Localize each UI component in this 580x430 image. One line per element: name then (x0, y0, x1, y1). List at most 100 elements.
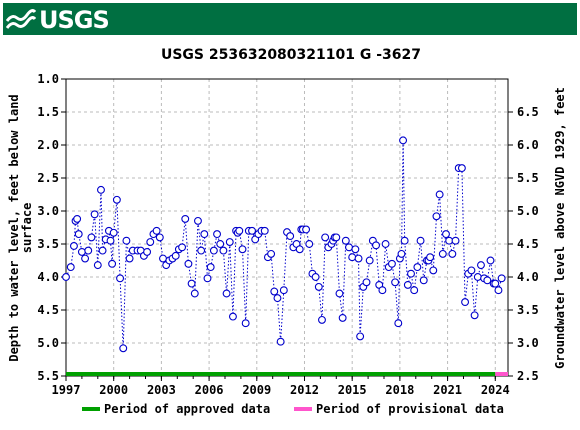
data-point (273, 294, 282, 303)
x-tick-label: 2003 (147, 383, 176, 397)
x-tick-label: 2018 (385, 383, 414, 397)
data-point (235, 226, 244, 235)
left-tick-label: 2.0 (37, 138, 59, 152)
data-point (228, 312, 237, 321)
data-point (445, 236, 454, 245)
data-point (321, 233, 330, 242)
usgs-banner: USGS (0, 0, 580, 38)
data-point (494, 286, 503, 295)
right-tick-label: 6.0 (517, 138, 539, 152)
data-point (438, 249, 447, 258)
data-point (426, 253, 435, 262)
data-point (241, 319, 250, 328)
data-point (354, 254, 363, 263)
data-point (171, 251, 180, 260)
left-tick-label: 4.0 (37, 270, 59, 284)
right-axis-label: Groundwater level above NGVD 1929, feet (553, 87, 567, 369)
data-point (190, 289, 199, 298)
data-point (225, 238, 234, 246)
data-point (341, 236, 350, 245)
data-point (93, 261, 102, 270)
data-point (66, 263, 75, 272)
data-point (335, 289, 344, 298)
data-point (407, 269, 415, 278)
banner-bar (3, 3, 577, 35)
data-point (442, 230, 450, 239)
data-point (413, 263, 422, 272)
data-point (397, 249, 406, 258)
data-point (362, 278, 371, 287)
data-point (87, 233, 96, 242)
data-marks (62, 136, 508, 376)
left-axis-label-line-2: surface (20, 203, 34, 254)
x-tick-label: 2024 (481, 383, 510, 397)
data-point (332, 233, 341, 242)
data-point (345, 243, 353, 252)
data-point (416, 236, 425, 245)
left-tick-label: 5.5 (37, 369, 59, 383)
legend-label-approved: Period of approved data (104, 402, 270, 416)
data-point (477, 261, 485, 270)
left-tick-label: 4.5 (37, 303, 59, 317)
data-point (84, 246, 93, 255)
data-point (394, 319, 403, 328)
data-point (159, 254, 167, 263)
left-tick-label: 2.5 (37, 171, 59, 185)
usgs-wave-icon (6, 8, 36, 29)
left-tick-label: 1.0 (37, 72, 59, 86)
data-point (116, 274, 125, 283)
data-point (98, 246, 107, 255)
data-point (216, 240, 225, 248)
data-point (467, 266, 476, 275)
data-point (187, 279, 196, 288)
data-point (125, 254, 134, 263)
data-point (311, 273, 320, 281)
right-tick-label: 5.0 (517, 204, 539, 218)
data-point (222, 289, 231, 298)
data-point (90, 210, 99, 219)
right-tick-label: 6.5 (517, 105, 539, 119)
x-tick-label: 2012 (290, 383, 319, 397)
left-axis-label: Depth to water level, feet below land su… (7, 94, 34, 361)
data-point (351, 245, 360, 254)
data-point (403, 280, 412, 289)
data-point (194, 216, 202, 225)
data-point (238, 245, 247, 254)
right-tick-label: 4.0 (517, 270, 539, 284)
left-tick-label: 3.5 (37, 237, 59, 251)
data-point (108, 259, 117, 268)
data-point (122, 236, 131, 245)
data-point (399, 136, 408, 145)
data-point (348, 253, 357, 262)
data-point (276, 337, 285, 346)
legend: Period of approved data Period of provis… (82, 402, 504, 416)
data-point (491, 279, 500, 288)
data-point (400, 236, 409, 245)
data-point (286, 232, 295, 241)
data-point (295, 245, 304, 254)
data-point (451, 236, 460, 245)
data-point (457, 164, 466, 173)
data-point (219, 246, 228, 255)
data-point (432, 212, 441, 221)
x-tick-label: 2015 (338, 383, 367, 397)
data-point (305, 240, 314, 248)
data-point (119, 344, 128, 353)
usgs-logo[interactable]: USGS (6, 6, 110, 34)
x-tick-label: 2009 (242, 383, 271, 397)
x-tick-label: 2000 (99, 383, 128, 397)
chart-title: USGS 253632080321101 G -3627 (161, 47, 421, 63)
x-tick-label: 2006 (195, 383, 224, 397)
left-tick-label: 5.0 (37, 336, 59, 350)
data-point (206, 263, 215, 272)
data-point (279, 286, 288, 295)
data-point (338, 313, 347, 322)
data-point (81, 254, 90, 263)
data-point (62, 273, 70, 281)
data-point (197, 246, 206, 255)
data-point (410, 286, 419, 295)
data-point (473, 273, 482, 281)
right-tick-label: 5.5 (517, 171, 539, 185)
right-tick-label: 3.5 (517, 303, 539, 317)
